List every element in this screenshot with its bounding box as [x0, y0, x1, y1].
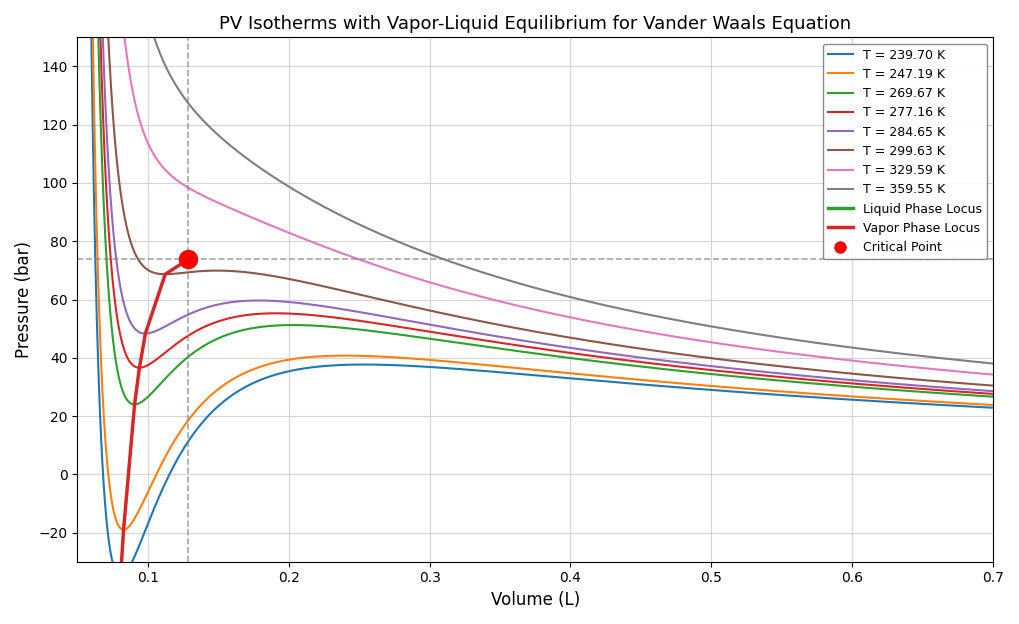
T = 299.63 K [102, 20, 114, 27]
T = 239.70 K [691, 385, 703, 392]
Line: T = 277.16 K: T = 277.16 K [100, 23, 994, 394]
T = 277.16 K [253, 310, 265, 318]
T = 269.67 K [980, 392, 993, 400]
Legend: T = 239.70 K, T = 247.19 K, T = 269.67 K, T = 277.16 K, T = 284.65 K, T = 299.63: T = 239.70 K, T = 247.19 K, T = 269.67 K… [822, 44, 986, 259]
T = 299.63 K [342, 288, 355, 296]
T = 299.63 K [314, 281, 326, 289]
T = 329.59 K [209, 197, 221, 205]
T = 239.70 K [566, 374, 578, 382]
T = 277.16 K [987, 390, 1000, 397]
T = 284.65 K [368, 311, 380, 318]
T = 269.67 K [957, 391, 969, 399]
Vapor Phase Locus [140, 330, 152, 338]
T = 247.19 K [117, 526, 129, 534]
T = 329.59 K [389, 268, 401, 275]
Line: T = 284.65 K: T = 284.65 K [102, 24, 994, 391]
T = 284.65 K [674, 359, 686, 366]
T = 247.19 K [987, 401, 1000, 409]
Y-axis label: Pressure (bar): Pressure (bar) [15, 241, 33, 358]
T = 359.55 K [987, 360, 1000, 368]
X-axis label: Volume (L): Volume (L) [490, 591, 580, 609]
T = 247.19 K [104, 489, 116, 497]
Line: T = 239.70 K: T = 239.70 K [92, 29, 994, 577]
T = 284.65 K [129, 326, 142, 333]
T = 299.63 K [549, 331, 561, 339]
T = 247.19 K [415, 356, 427, 363]
Vapor Phase Locus [182, 256, 195, 263]
T = 277.16 K [570, 350, 582, 358]
Line: T = 329.59 K: T = 329.59 K [123, 24, 994, 374]
T = 247.19 K [381, 353, 393, 361]
T = 247.19 K [433, 357, 445, 364]
T = 239.70 K [878, 398, 891, 406]
T = 247.19 K [98, 419, 110, 426]
T = 277.16 K [564, 349, 576, 356]
T = 239.70 K [987, 404, 1000, 411]
Line: T = 247.19 K: T = 247.19 K [93, 26, 994, 530]
Vapor Phase Locus [128, 401, 141, 408]
T = 329.59 K [745, 344, 757, 352]
Line: T = 299.63 K: T = 299.63 K [108, 24, 994, 386]
Vapor Phase Locus [114, 573, 126, 580]
T = 284.65 K [987, 388, 1000, 395]
T = 329.59 K [927, 365, 940, 373]
T = 239.70 K [350, 361, 362, 368]
T = 359.55 K [144, 19, 156, 27]
T = 299.63 K [447, 312, 460, 319]
Line: T = 359.55 K: T = 359.55 K [150, 23, 994, 364]
T = 277.16 K [792, 375, 804, 383]
T = 284.65 K [178, 313, 191, 320]
T = 359.55 K [979, 359, 991, 366]
T = 269.67 K [128, 401, 141, 408]
T = 359.55 K [246, 158, 258, 166]
Vapor Phase Locus [117, 526, 129, 534]
T = 269.67 K [92, 21, 104, 28]
T = 329.59 K [117, 20, 129, 27]
T = 329.59 K [604, 321, 616, 329]
T = 269.67 K [94, 100, 106, 108]
T = 269.67 K [987, 393, 1000, 401]
T = 269.67 K [978, 392, 990, 400]
T = 284.65 K [410, 318, 422, 326]
T = 299.63 K [698, 354, 710, 361]
T = 359.55 K [145, 22, 157, 30]
Vapor Phase Locus [159, 270, 171, 278]
T = 277.16 K [162, 346, 174, 354]
T = 299.63 K [987, 382, 1000, 389]
T = 269.67 K [695, 369, 707, 377]
T = 329.59 K [895, 362, 907, 369]
T = 247.19 K [544, 368, 556, 375]
T = 284.65 K [337, 306, 350, 313]
Vapor Phase Locus [133, 364, 146, 371]
T = 284.65 K [96, 21, 108, 28]
T = 277.16 K [281, 310, 293, 317]
T = 299.63 K [662, 349, 675, 356]
T = 269.67 K [962, 391, 974, 399]
T = 239.70 K [114, 573, 126, 580]
T = 359.55 K [500, 276, 513, 283]
Line: Vapor Phase Locus: Vapor Phase Locus [120, 260, 189, 577]
Line: T = 269.67 K: T = 269.67 K [98, 24, 994, 404]
T = 359.55 K [703, 323, 715, 330]
T = 239.70 K [312, 363, 324, 371]
T = 247.19 K [87, 22, 99, 30]
T = 359.55 K [226, 144, 238, 151]
Title: PV Isotherms with Vapor-Liquid Equilibrium for Vander Waals Equation: PV Isotherms with Vapor-Liquid Equilibri… [219, 15, 851, 33]
T = 239.70 K [649, 382, 661, 389]
T = 277.16 K [94, 19, 106, 27]
T = 329.59 K [987, 371, 1000, 378]
T = 239.70 K [86, 26, 98, 33]
